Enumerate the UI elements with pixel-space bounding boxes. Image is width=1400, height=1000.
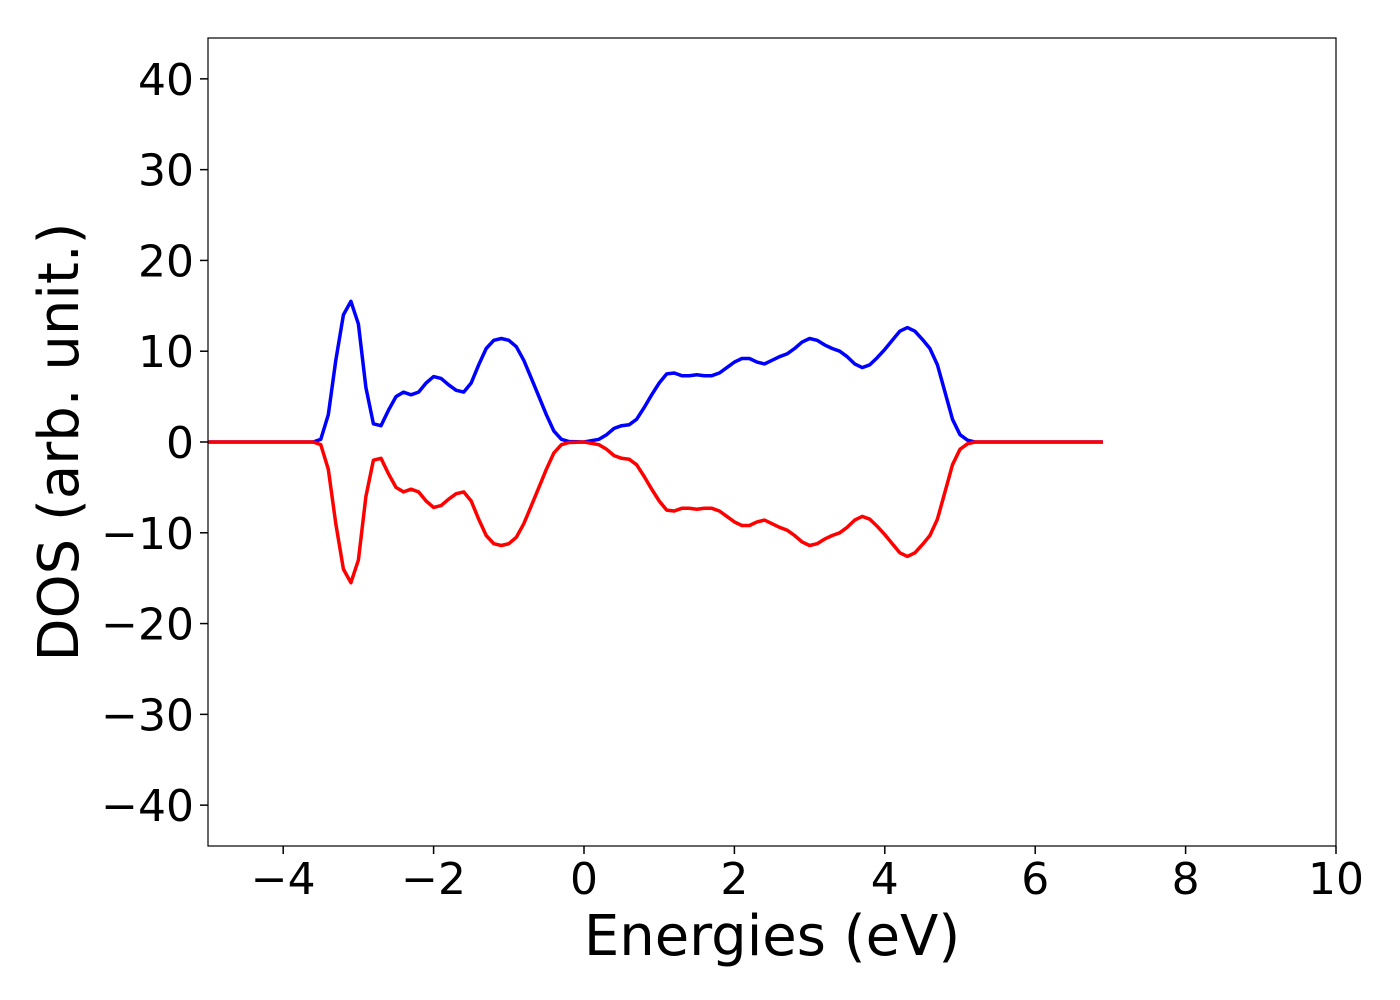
x-tick-label: −4	[251, 854, 316, 905]
x-tick-label: 8	[1172, 854, 1200, 905]
y-tick-label: 0	[166, 418, 194, 469]
x-tick-label: 0	[570, 854, 598, 905]
y-tick-label: −40	[101, 781, 194, 832]
y-tick-label: −20	[101, 600, 194, 651]
x-tick-label: 2	[720, 854, 748, 905]
series-line	[208, 299, 1103, 444]
y-tick-label: 20	[138, 236, 194, 287]
x-tick-label: −2	[401, 854, 466, 905]
x-tick-label: 10	[1308, 854, 1364, 905]
x-axis-label: Energies (eV)	[584, 904, 960, 969]
y-tick-label: −30	[101, 690, 194, 741]
x-tick-label: 6	[1021, 854, 1049, 905]
y-tick-label: −10	[101, 509, 194, 560]
y-tick-label: 10	[138, 327, 194, 378]
y-axis-label: DOS (arb. unit.)	[27, 222, 92, 661]
series-line	[208, 440, 1103, 585]
x-tick-label: 4	[871, 854, 899, 905]
y-tick-label: 30	[138, 146, 194, 197]
plot-frame	[207, 37, 1337, 847]
y-tick-label: 40	[138, 55, 194, 106]
